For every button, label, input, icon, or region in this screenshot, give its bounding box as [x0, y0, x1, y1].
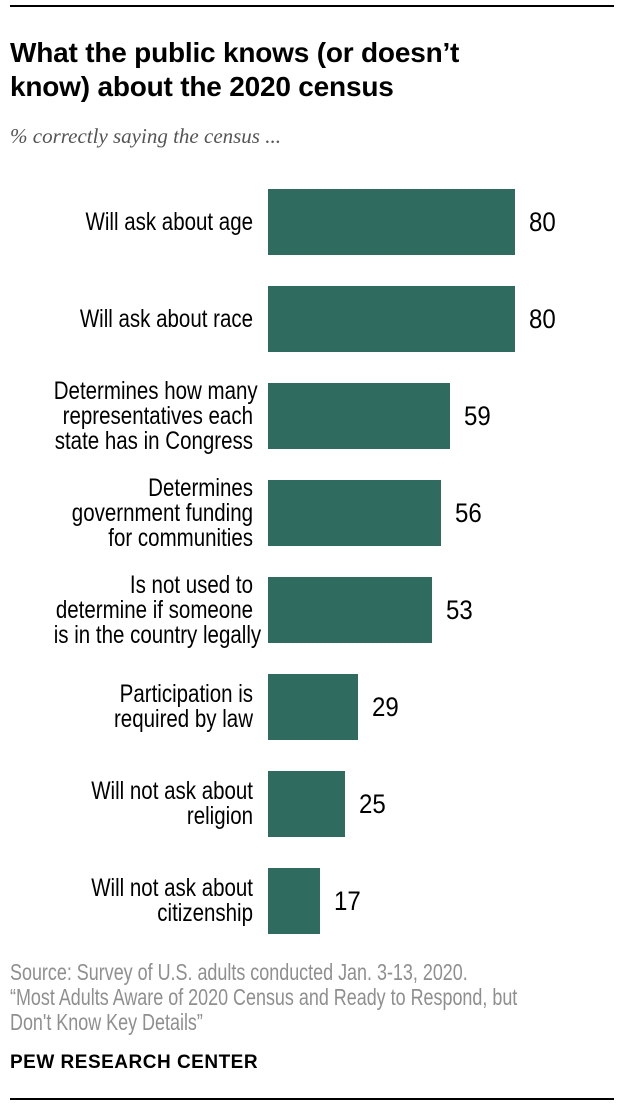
- bottom-rule: [10, 1098, 614, 1100]
- bar-value-label: 25: [359, 788, 386, 819]
- bar-row: Determines how many representatives each…: [10, 378, 614, 453]
- bar-category-label: Participation is required by law: [113, 680, 253, 733]
- bar: [268, 577, 432, 643]
- bar-value-label: 56: [455, 497, 482, 528]
- bar-row: Will ask about race 80: [10, 286, 614, 352]
- bar-category-label: Determines government funding for commun…: [71, 473, 253, 552]
- bar-value-label: 80: [529, 206, 556, 237]
- bar-row: Will not ask about religion 25: [10, 771, 614, 837]
- bar-row: Will not ask about citizenship 17: [10, 868, 614, 934]
- bar-category-label: Will ask about age: [85, 207, 253, 236]
- bar-row: Participation is required by law 29: [10, 674, 614, 740]
- source-note: Source: Survey of U.S. adults conducted …: [10, 959, 518, 1035]
- top-rule: [10, 5, 614, 7]
- bar-value-label: 59: [464, 400, 491, 431]
- chart-subtitle: % correctly saying the census ...: [10, 124, 281, 148]
- bar-chart: Will ask about age 80 Will ask about race 8…: [10, 189, 614, 934]
- bar-category-label: Will ask about race: [79, 304, 253, 333]
- bar-row: Is not used to determine if someone is i…: [10, 572, 614, 647]
- bar: [268, 383, 450, 449]
- bar: [268, 674, 358, 740]
- bar: [268, 771, 345, 837]
- bar-row: Will ask about age 80: [10, 189, 614, 255]
- bar: [268, 286, 515, 352]
- bar-value-label: 53: [446, 594, 473, 625]
- bar: [268, 189, 515, 255]
- bar-value-label: 80: [529, 303, 556, 334]
- bar: [268, 480, 441, 546]
- bar-category-label: Will not ask about religion: [91, 777, 253, 830]
- bar-row: Determines government funding for commun…: [10, 475, 614, 550]
- bar-category-label: Will not ask about citizenship: [91, 874, 253, 927]
- bar-category-label: Is not used to determine if someone is i…: [53, 570, 262, 649]
- bar-value-label: 17: [334, 885, 361, 916]
- bar-category-label: Determines how many representatives each…: [53, 376, 258, 455]
- bar: [268, 868, 320, 934]
- brand-label: PEW RESEARCH CENTER: [10, 1052, 259, 1073]
- chart-title: What the public knows (or doesn’t know) …: [10, 37, 460, 102]
- bar-value-label: 29: [372, 691, 399, 722]
